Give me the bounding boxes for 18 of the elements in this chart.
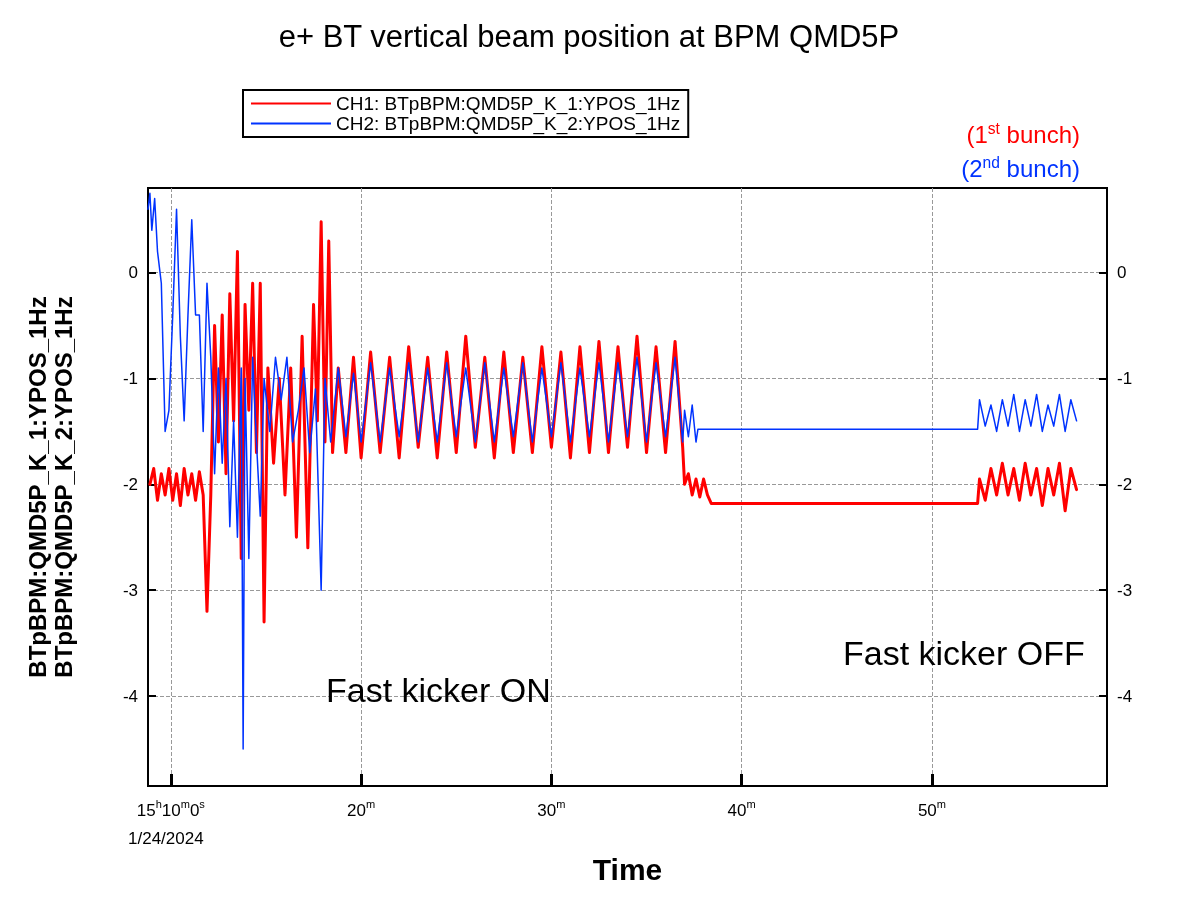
- y-tick-label: -4: [122, 686, 138, 706]
- y2-tick-label: -1: [1117, 369, 1133, 389]
- y-tick-label: -3: [122, 580, 138, 600]
- legend-label: CH2: BTpBPM:QMD5P_K_2:YPOS_1Hz: [336, 113, 681, 135]
- y-tick-label: -2: [122, 474, 138, 494]
- y-axis-title: BTpBPM:QMD5P_K_1:YPOS_1Hz BTpBPM:QMD5P_K_2:YPOS_1Hz: [23, 296, 77, 678]
- legend-label: CH1: BTpBPM:QMD5P_K_1:YPOS_1Hz: [336, 93, 681, 115]
- y2-tick-label: -4: [1117, 686, 1133, 706]
- y-tick-label: 0: [128, 263, 138, 283]
- text: 1/24/2024: [128, 829, 204, 848]
- y2-tick-label: 0: [1117, 263, 1127, 283]
- chart-title: e+ BT vertical beam position at BPM QMD5P: [278, 19, 900, 54]
- annotation: Fast kicker ON: [326, 671, 551, 709]
- y2-tick-label: -3: [1117, 580, 1133, 600]
- x-axis-title: Time: [592, 852, 663, 886]
- annotation: Fast kicker OFF: [843, 634, 1085, 672]
- y2-tick-label: -2: [1117, 474, 1133, 494]
- y-tick-label: -1: [122, 369, 138, 389]
